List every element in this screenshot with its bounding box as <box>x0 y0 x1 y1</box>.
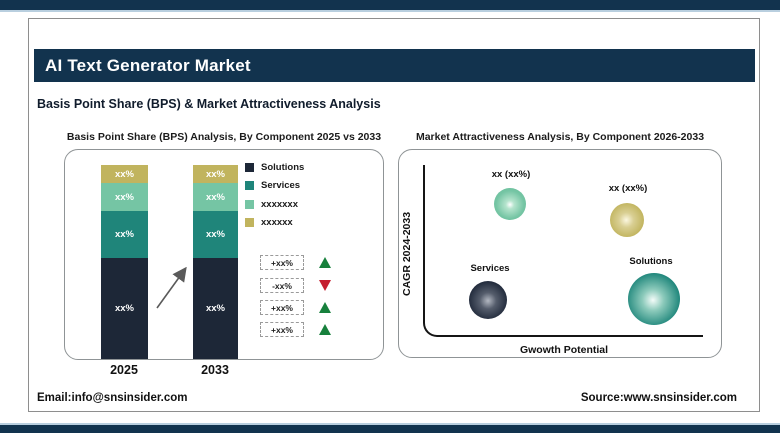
y-axis-label: CAGR 2024-2033 <box>401 211 413 297</box>
top-accent-bar <box>0 0 780 12</box>
legend-item-xxxxxx: xxxxxx <box>245 217 304 228</box>
legend-label: xxxxxxx <box>261 198 298 210</box>
bps-chart-panel: xx% xx% xx% xx% xx% xx% xx% xx% <box>64 149 384 360</box>
bubble-olive <box>610 203 644 237</box>
stacked-bar-2025: xx% xx% xx% xx% <box>101 165 148 359</box>
legend-item-services: Services <box>245 180 304 191</box>
change-indicator-row: -xx% <box>260 278 331 293</box>
page-subtitle: Basis Point Share (BPS) & Market Attract… <box>37 97 381 111</box>
triangle-down-icon <box>319 280 331 291</box>
bar-2033-segment-xxxxxx: xx% <box>193 165 238 183</box>
bar-chart-legend: Solutions Services xxxxxxx xxxxxx <box>245 162 304 236</box>
legend-label: xxxxxx <box>261 217 293 228</box>
attractiveness-chart-title: Market Attractiveness Analysis, By Compo… <box>415 131 705 143</box>
bar-2025-segment-solutions: xx% <box>101 258 148 359</box>
footer-source: Source:www.snsinsider.com <box>580 392 737 404</box>
bps-chart-title: Basis Point Share (BPS) Analysis, By Com… <box>66 131 382 143</box>
attractiveness-chart-panel: CAGR 2024-2033 xx (xx%) xx (xx%) Service… <box>398 149 722 358</box>
growth-arrow-icon <box>156 266 187 309</box>
legend-item-solutions: Solutions <box>245 161 305 173</box>
bar-2025-segment-xxxxxx: xx% <box>101 165 148 183</box>
bar-2033-segment-solutions: xx% <box>193 258 238 359</box>
chart-axes <box>423 165 703 337</box>
bubble-seafoam <box>494 188 526 220</box>
legend-swatch-xxxxxxx-icon <box>245 199 254 209</box>
bar-2025-segment-services: xx% <box>101 211 148 258</box>
page-title: AI Text Generator Market <box>34 49 755 82</box>
bubble-label-seafoam: xx (xx%) <box>491 169 531 180</box>
bar-category-2033: 2033 <box>201 363 229 377</box>
change-value-badge: +xx% <box>260 255 304 270</box>
bar-category-2025: 2025 <box>110 363 138 377</box>
change-value-badge: +xx% <box>260 300 304 315</box>
change-indicator-row: +xx% <box>260 322 331 337</box>
bubble-label-olive: xx (xx%) <box>608 183 648 194</box>
legend-item-xxxxxxx: xxxxxxx <box>245 198 304 210</box>
triangle-up-icon <box>319 302 331 313</box>
triangle-up-icon <box>319 257 331 268</box>
triangle-up-icon <box>319 324 331 335</box>
bar-2033-segment-xxxxxxx: xx% <box>193 183 238 211</box>
bubble-solutions <box>628 273 680 325</box>
change-indicator-row: +xx% <box>260 300 331 315</box>
bubble-label-services: Services <box>470 263 510 274</box>
bubble-label-solutions: Solutions <box>629 256 673 267</box>
change-value-badge: +xx% <box>260 322 304 337</box>
report-frame: AI Text Generator Market Basis Point Sha… <box>28 18 760 412</box>
change-indicator-row: +xx% <box>260 255 331 270</box>
legend-swatch-xxxxxx-icon <box>245 218 254 227</box>
bottom-accent-bar <box>0 423 780 433</box>
legend-swatch-services-icon <box>245 181 254 190</box>
bar-2033-segment-services: xx% <box>193 211 238 258</box>
footer-email: Email:info@snsinsider.com <box>37 392 188 404</box>
change-value-badge: -xx% <box>260 278 304 293</box>
legend-label: Solutions <box>261 161 305 173</box>
bar-2025-segment-xxxxxxx: xx% <box>101 183 148 211</box>
bubble-services <box>469 281 507 319</box>
stacked-bar-2033: xx% xx% xx% xx% <box>193 165 238 359</box>
legend-label: Services <box>261 180 301 191</box>
x-axis-label: Gwowth Potential <box>519 344 609 356</box>
legend-swatch-solutions-icon <box>245 162 254 172</box>
